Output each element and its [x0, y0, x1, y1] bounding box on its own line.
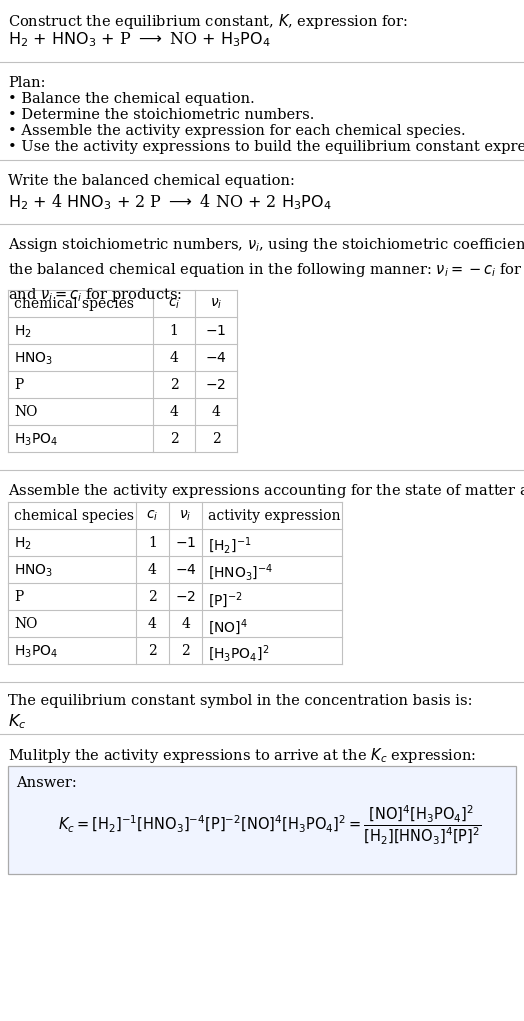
Text: $-4$: $-4$	[205, 351, 227, 364]
Text: $\mathrm{HNO_3}$: $\mathrm{HNO_3}$	[14, 351, 53, 368]
Text: 2: 2	[181, 644, 190, 658]
Text: P: P	[14, 590, 23, 604]
FancyBboxPatch shape	[8, 766, 516, 874]
Text: $-4$: $-4$	[174, 563, 196, 577]
Text: $\nu_i$: $\nu_i$	[210, 297, 222, 311]
Text: $\mathrm{HNO_3}$: $\mathrm{HNO_3}$	[14, 563, 53, 579]
Text: • Assemble the activity expression for each chemical species.: • Assemble the activity expression for e…	[8, 124, 466, 138]
Text: $[\mathrm{P}]^{-2}$: $[\mathrm{P}]^{-2}$	[208, 590, 243, 610]
Text: $\mathrm{H_2}$ $+$ 4 $\mathrm{HNO_3}$ $+$ 2 P $\longrightarrow$ 4 NO $+$ 2 $\mat: $\mathrm{H_2}$ $+$ 4 $\mathrm{HNO_3}$ $+…	[8, 192, 332, 211]
Text: 2: 2	[170, 378, 178, 392]
Text: $\mathrm{H_3PO_4}$: $\mathrm{H_3PO_4}$	[14, 432, 58, 448]
Text: $[\mathrm{NO}]^{4}$: $[\mathrm{NO}]^{4}$	[208, 617, 248, 637]
Text: activity expression: activity expression	[208, 509, 341, 523]
Text: $\nu_i$: $\nu_i$	[179, 509, 192, 524]
Text: $-1$: $-1$	[175, 536, 196, 550]
Text: chemical species: chemical species	[14, 297, 134, 311]
Text: $[\mathrm{HNO_3}]^{-4}$: $[\mathrm{HNO_3}]^{-4}$	[208, 563, 273, 583]
Text: P: P	[14, 378, 23, 392]
Text: 4: 4	[212, 405, 221, 419]
Text: $c_i$: $c_i$	[146, 509, 159, 524]
Text: 1: 1	[148, 536, 157, 550]
Text: 4: 4	[170, 351, 179, 364]
Text: Assign stoichiometric numbers, $\nu_i$, using the stoichiometric coefficients, $: Assign stoichiometric numbers, $\nu_i$, …	[8, 236, 524, 304]
Text: $\mathrm{H_3PO_4}$: $\mathrm{H_3PO_4}$	[14, 644, 58, 661]
Text: 4: 4	[181, 617, 190, 631]
Text: $\mathrm{H_2}$ $+$ $\mathrm{HNO_3}$ $+$ P $\longrightarrow$ NO $+$ $\mathrm{H_3P: $\mathrm{H_2}$ $+$ $\mathrm{HNO_3}$ $+$ …	[8, 30, 271, 49]
Text: Plan:: Plan:	[8, 76, 46, 90]
Text: 2: 2	[170, 432, 178, 446]
Text: $-2$: $-2$	[205, 378, 226, 392]
Text: Mulitply the activity expressions to arrive at the $K_c$ expression:: Mulitply the activity expressions to arr…	[8, 746, 476, 765]
Text: 1: 1	[170, 324, 179, 338]
Text: NO: NO	[14, 405, 37, 419]
Text: $K_c = [\mathrm{H_2}]^{-1}[\mathrm{HNO_3}]^{-4}[\mathrm{P}]^{-2}[\mathrm{NO}]^{4: $K_c = [\mathrm{H_2}]^{-1}[\mathrm{HNO_3…	[58, 804, 482, 847]
Text: Write the balanced chemical equation:: Write the balanced chemical equation:	[8, 174, 295, 188]
Text: • Use the activity expressions to build the equilibrium constant expression.: • Use the activity expressions to build …	[8, 140, 524, 154]
Text: $[\mathrm{H_3PO_4}]^{2}$: $[\mathrm{H_3PO_4}]^{2}$	[208, 644, 269, 665]
Text: chemical species: chemical species	[14, 509, 134, 523]
Text: NO: NO	[14, 617, 37, 631]
Text: Construct the equilibrium constant, $K$, expression for:: Construct the equilibrium constant, $K$,…	[8, 12, 408, 31]
Text: $-2$: $-2$	[175, 590, 196, 604]
Text: $-1$: $-1$	[205, 324, 226, 338]
Text: 2: 2	[212, 432, 221, 446]
Text: 2: 2	[148, 644, 157, 658]
Text: $K_c$: $K_c$	[8, 712, 26, 731]
Text: $[\mathrm{H_2}]^{-1}$: $[\mathrm{H_2}]^{-1}$	[208, 536, 252, 556]
Text: 2: 2	[148, 590, 157, 604]
Text: • Balance the chemical equation.: • Balance the chemical equation.	[8, 92, 255, 106]
Text: $\mathrm{H_2}$: $\mathrm{H_2}$	[14, 536, 32, 552]
Text: Answer:: Answer:	[16, 776, 77, 790]
Text: Assemble the activity expressions accounting for the state of matter and $\nu_i$: Assemble the activity expressions accoun…	[8, 482, 524, 500]
Text: 4: 4	[170, 405, 179, 419]
Text: 4: 4	[148, 617, 157, 631]
Text: 4: 4	[148, 563, 157, 577]
Text: The equilibrium constant symbol in the concentration basis is:: The equilibrium constant symbol in the c…	[8, 694, 473, 708]
Text: $\mathrm{H_2}$: $\mathrm{H_2}$	[14, 324, 32, 340]
Text: $c_i$: $c_i$	[168, 297, 180, 311]
Text: • Determine the stoichiometric numbers.: • Determine the stoichiometric numbers.	[8, 108, 314, 121]
